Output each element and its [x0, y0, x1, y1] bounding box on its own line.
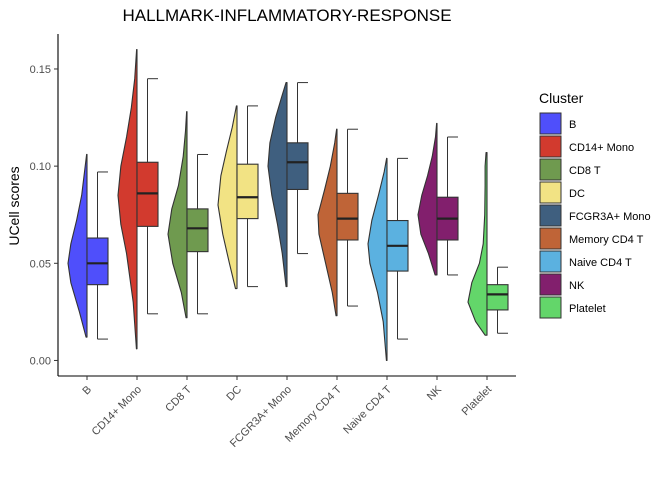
legend-swatch-fcgr3a-mono: [539, 204, 562, 227]
violin-dc: [217, 105, 238, 290]
violin-nk: [417, 122, 438, 276]
x-tick-label: NK: [425, 383, 445, 403]
violin-b: [67, 153, 88, 338]
violin-naive-cd4-t: [367, 157, 388, 362]
y-axis-title: UCell scores: [6, 166, 22, 245]
box-platelet: [486, 284, 509, 311]
box-cd8-t: [186, 208, 209, 253]
violin-cd8-t: [167, 111, 188, 319]
violin-cd14-mono: [117, 48, 138, 350]
violin-layer: [67, 48, 488, 362]
y-tick-label: 0.00: [30, 355, 51, 367]
x-tick-label: DC: [224, 384, 244, 404]
y-tick-label: 0.15: [30, 64, 51, 76]
box-fcgr3a-mono: [286, 142, 309, 191]
legend-swatch-naive-cd4-t: [539, 250, 562, 273]
legend-swatch-cd14-mono: [539, 135, 562, 158]
x-tick-label: CD8 T: [163, 383, 194, 414]
y-axis-ticks: 0.00 0.05 0.10 0.15: [30, 64, 58, 367]
x-tick-label: CD14+ Mono: [90, 384, 145, 439]
legend-title: Cluster: [539, 90, 584, 106]
chart-title: HALLMARK-INFLAMMATORY-RESPONSE: [122, 6, 451, 25]
legend-label-fcgr3a-mono: FCGR3A+ Mono: [569, 211, 651, 223]
legend-label-memory-cd4-t: Memory CD4 T: [569, 234, 644, 246]
legend-label-naive-cd4-t: Naive CD4 T: [569, 257, 632, 269]
x-tick-label: Naive CD4 T: [341, 383, 394, 436]
violin-memory-cd4-t: [317, 128, 338, 317]
legend-label-cd8-t: CD8 T: [569, 165, 601, 177]
legend-label-platelet: Platelet: [569, 303, 606, 315]
legend: B CD14+ Mono CD8 T DC FCGR3A+ Mono Memory CD4…: [539, 112, 651, 319]
legend-swatch-cd8-t: [539, 158, 562, 181]
legend-swatch-dc: [539, 181, 562, 204]
legend-swatch-platelet: [539, 296, 562, 319]
legend-label-cd14-mono: CD14+ Mono: [569, 142, 634, 154]
box-layer: [86, 78, 509, 340]
legend-label-b: B: [569, 119, 576, 131]
legend-swatch-b: [539, 112, 562, 135]
legend-label-nk: NK: [569, 280, 585, 292]
legend-swatch-nk: [539, 273, 562, 296]
box-b: [86, 237, 109, 286]
x-tick-label: B: [80, 384, 94, 398]
y-tick-label: 0.05: [30, 258, 51, 270]
legend-swatch-memory-cd4-t: [539, 227, 562, 250]
box-dc: [236, 163, 259, 220]
box-memory-cd4-t: [336, 192, 359, 241]
legend-label-dc: DC: [569, 188, 585, 200]
y-tick-label: 0.10: [30, 161, 51, 173]
x-tick-label: Platelet: [460, 384, 494, 418]
violin-platelet: [467, 151, 488, 336]
violin-fcgr3a-mono: [267, 82, 288, 288]
